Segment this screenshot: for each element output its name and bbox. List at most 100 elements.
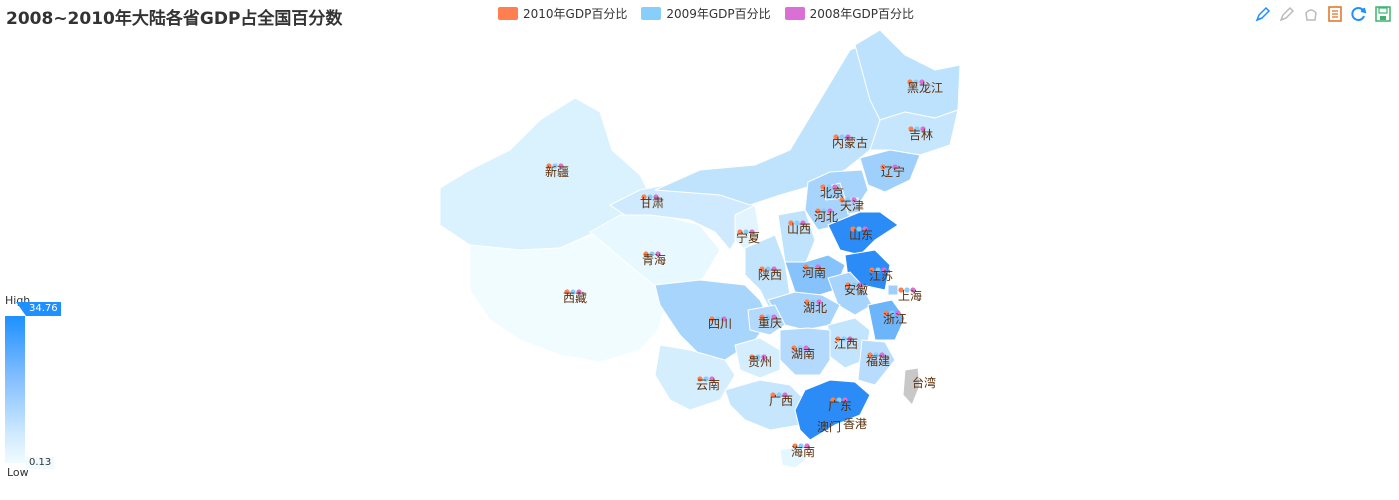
mark-clear-icon[interactable] xyxy=(1301,4,1321,24)
marker-dot[interactable] xyxy=(841,336,847,342)
region-liaoning[interactable] xyxy=(859,149,921,193)
region-ningxia[interactable] xyxy=(734,204,761,251)
marker-dot[interactable] xyxy=(904,287,910,293)
marker-dot[interactable] xyxy=(765,266,771,272)
marker-dot[interactable] xyxy=(815,208,821,214)
marker-dot[interactable] xyxy=(919,79,925,85)
region-yunnan[interactable] xyxy=(654,344,736,411)
marker-dot[interactable] xyxy=(721,316,727,322)
marker-dot[interactable] xyxy=(576,289,582,295)
marker-dot[interactable] xyxy=(833,134,839,140)
marker-dot[interactable] xyxy=(886,164,892,170)
marker-dot[interactable] xyxy=(845,134,851,140)
marker-dot[interactable] xyxy=(803,264,809,270)
region-jilin[interactable] xyxy=(869,109,959,156)
marker-dot[interactable] xyxy=(770,392,776,398)
marker-dot[interactable] xyxy=(546,163,552,169)
marker-dot[interactable] xyxy=(703,376,709,382)
marker-dot[interactable] xyxy=(836,397,842,403)
marker-dot[interactable] xyxy=(749,354,755,360)
marker-dot[interactable] xyxy=(641,194,647,200)
marker-dot[interactable] xyxy=(771,266,777,272)
marker-dot[interactable] xyxy=(830,397,836,403)
region-shanxi[interactable] xyxy=(777,209,816,266)
marker-dot[interactable] xyxy=(879,352,885,358)
marker-dot[interactable] xyxy=(647,194,653,200)
marker-dot[interactable] xyxy=(842,397,848,403)
marker-dot[interactable] xyxy=(709,316,715,322)
marker-dot[interactable] xyxy=(649,251,655,257)
marker-dot[interactable] xyxy=(892,164,898,170)
marker-dot[interactable] xyxy=(898,287,904,293)
marker-dot[interactable] xyxy=(816,299,822,305)
marker-dot[interactable] xyxy=(845,197,851,203)
marker-dot[interactable] xyxy=(755,354,761,360)
marker-dot[interactable] xyxy=(880,164,886,170)
marker-dot[interactable] xyxy=(804,299,810,305)
mark-icon[interactable] xyxy=(1253,4,1273,24)
marker-dot[interactable] xyxy=(910,287,916,293)
region-taiwan[interactable] xyxy=(902,367,921,406)
marker-dot[interactable] xyxy=(914,126,920,132)
marker-dot[interactable] xyxy=(827,208,833,214)
marker-dot[interactable] xyxy=(815,264,821,270)
marker-dot[interactable] xyxy=(697,376,703,382)
marker-dot[interactable] xyxy=(759,266,765,272)
marker-dot[interactable] xyxy=(835,336,841,342)
marker-dot[interactable] xyxy=(771,314,777,320)
marker-dot[interactable] xyxy=(653,194,659,200)
marker-dot[interactable] xyxy=(765,314,771,320)
range-gradient-bar[interactable] xyxy=(5,316,25,463)
marker-dot[interactable] xyxy=(788,220,794,226)
marker-dot[interactable] xyxy=(759,314,765,320)
region-zhejiang[interactable] xyxy=(867,299,906,341)
marker-dot[interactable] xyxy=(803,345,809,351)
marker-dot[interactable] xyxy=(862,226,868,232)
marker-dot[interactable] xyxy=(552,163,558,169)
region-fujian[interactable] xyxy=(857,339,896,386)
marker-dot[interactable] xyxy=(889,310,895,316)
legend-item-2010[interactable]: 2010年GDP百分比 xyxy=(498,4,627,22)
marker-dot[interactable] xyxy=(847,336,853,342)
marker-dot[interactable] xyxy=(564,289,570,295)
marker-dot[interactable] xyxy=(908,126,914,132)
marker-dot[interactable] xyxy=(895,310,901,316)
marker-dot[interactable] xyxy=(856,226,862,232)
region-chongqing[interactable] xyxy=(747,304,786,336)
save-image-icon[interactable] xyxy=(1373,4,1393,24)
marker-dot[interactable] xyxy=(883,310,889,316)
marker-dot[interactable] xyxy=(791,345,797,351)
marker-dot[interactable] xyxy=(875,267,881,273)
marker-dot[interactable] xyxy=(800,220,806,226)
marker-dot[interactable] xyxy=(850,226,856,232)
legend-item-2008[interactable]: 2008年GDP百分比 xyxy=(784,4,914,22)
region-shanghai[interactable] xyxy=(887,284,899,296)
marker-dot[interactable] xyxy=(761,354,767,360)
region-guangdong[interactable] xyxy=(794,379,871,441)
marker-dot[interactable] xyxy=(820,184,826,190)
marker-dot[interactable] xyxy=(869,267,875,273)
marker-dot[interactable] xyxy=(749,229,755,235)
marker-dot[interactable] xyxy=(798,443,804,449)
marker-dot[interactable] xyxy=(782,392,788,398)
marker-dot[interactable] xyxy=(826,184,832,190)
marker-dot[interactable] xyxy=(570,289,576,295)
legend-item-2009[interactable]: 2009年GDP百分比 xyxy=(641,4,771,22)
marker-dot[interactable] xyxy=(881,267,887,273)
marker-dot[interactable] xyxy=(867,352,873,358)
mark-undo-icon[interactable] xyxy=(1277,4,1297,24)
marker-dot[interactable] xyxy=(851,197,857,203)
marker-dot[interactable] xyxy=(794,220,800,226)
marker-dot[interactable] xyxy=(913,79,919,85)
marker-dot[interactable] xyxy=(558,163,564,169)
region-hunan[interactable] xyxy=(779,327,831,376)
marker-dot[interactable] xyxy=(804,443,810,449)
region-shandong[interactable] xyxy=(827,211,899,256)
marker-dot[interactable] xyxy=(851,282,857,288)
marker-dot[interactable] xyxy=(655,251,661,257)
marker-dot[interactable] xyxy=(839,134,845,140)
restore-icon[interactable] xyxy=(1349,4,1369,24)
marker-dot[interactable] xyxy=(797,345,803,351)
marker-dot[interactable] xyxy=(810,299,816,305)
region-hubei[interactable] xyxy=(767,291,841,331)
